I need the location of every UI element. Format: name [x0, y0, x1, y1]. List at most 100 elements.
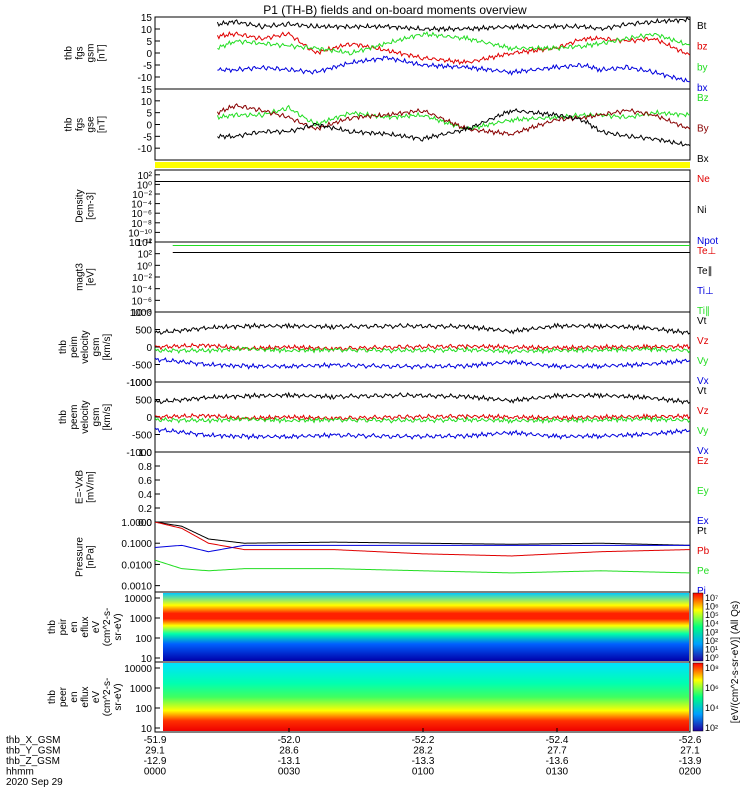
- panel-frame: [154, 169, 691, 243]
- y-tick-label: 15: [141, 13, 153, 24]
- y-tick-label: 10⁻⁸: [131, 308, 152, 319]
- series-line-Bz: [216, 104, 690, 131]
- colorbar-tick-label: 10²: [705, 723, 718, 733]
- panel-7: E=-VxB [mV/m] 1.0 0.8 0.6 0.4 0.2 0.0 Ez Ey Ex: [75, 448, 709, 529]
- x-row-value: 0200: [679, 767, 702, 778]
- y-tick-label: 10⁻²: [132, 273, 152, 284]
- y-tick-label: 0.4: [138, 490, 152, 501]
- y-tick-label: 0: [146, 49, 152, 60]
- y-axis-label: thb: [64, 117, 75, 131]
- panel-frame: [154, 521, 691, 593]
- colorbar: [692, 662, 704, 732]
- spectrogram: [163, 593, 689, 661]
- series-line-Bx: [217, 108, 690, 147]
- x-row-label: hhmm: [6, 767, 34, 778]
- y-axis-label: eflux: [80, 686, 91, 707]
- x-row-value: -51.9: [144, 735, 167, 746]
- legend-Pe: Pe: [697, 566, 710, 577]
- y-tick-label: 0.8: [138, 462, 152, 473]
- x-row-label: thb_Y_GSM: [6, 746, 60, 757]
- legend-Vt: Vt: [697, 316, 707, 327]
- x-row-value: -52.4: [546, 735, 569, 746]
- legend-Vy: Vy: [697, 356, 708, 367]
- series-line-bx: [217, 55, 690, 83]
- y-tick-label: 10⁻⁶: [131, 296, 152, 307]
- y-tick-label: 0.2: [138, 504, 152, 515]
- y-tick-label: 10⁰: [137, 180, 152, 191]
- y-axis-label: [eV]: [86, 268, 97, 286]
- y-tick-label: -1000: [126, 378, 152, 389]
- y-axis-label: eV: [91, 691, 102, 704]
- y-tick-label: 10000: [124, 664, 152, 675]
- legend-Ni: Ni: [697, 205, 706, 216]
- y-tick-label: 5: [146, 37, 152, 48]
- y-tick-label: 10⁰: [137, 261, 152, 272]
- x-row-value: 0000: [144, 767, 167, 778]
- x-row-value: -52.6: [679, 735, 702, 746]
- series-line-Bt: [216, 17, 690, 33]
- legend-Pt: Pt: [697, 526, 707, 537]
- colorbar-tick-label: 10⁷: [705, 593, 718, 603]
- y-tick-label: 1.0: [138, 448, 152, 459]
- y-axis-label: velocity: [80, 400, 91, 433]
- series-line-by: [217, 31, 690, 56]
- x-row-value: 0100: [412, 767, 435, 778]
- series-line-Vt: [155, 391, 690, 405]
- y-tick-label: 10: [141, 25, 153, 36]
- y-axis-label: gsm: [86, 44, 97, 63]
- series-line-Vx: [155, 427, 690, 441]
- panel-5: thb peim velocity gsm [km/s] 1000 500 0 -500 -100…: [58, 308, 709, 389]
- x-row-value: -13.6: [546, 756, 569, 767]
- series-line-Pe: [155, 559, 690, 574]
- legend-Vx: Vx: [697, 446, 709, 457]
- colorbar-tick-label: 10¹: [705, 644, 718, 654]
- series-line-Pt: [155, 522, 690, 546]
- y-tick-label: -10: [138, 73, 153, 84]
- series-line-Vz: [155, 412, 690, 422]
- y-tick-label: 1000: [130, 378, 153, 389]
- series-line-Vt: [155, 322, 690, 336]
- colorbar-tick-label: 10⁸: [705, 663, 719, 673]
- legend-Bt: Bt: [697, 21, 707, 32]
- colorbar-tick-label: 10⁵: [705, 610, 719, 620]
- series-line-Pi: [155, 544, 690, 553]
- legend-Ti⊥: Ti⊥: [697, 286, 714, 297]
- y-axis-label: eV: [91, 621, 102, 634]
- series-line-By: [216, 103, 690, 137]
- x-row-value: -13.9: [679, 756, 702, 767]
- colorbar-tick-label: 10²: [705, 636, 718, 646]
- x-date-label: 2020 Sep 29: [6, 777, 63, 788]
- y-axis-label: thb: [64, 46, 75, 60]
- legend-bx: bx: [697, 83, 708, 94]
- y-axis-label: (cm^2-s-: [102, 678, 113, 717]
- legend-Ne: Ne: [697, 174, 710, 185]
- x-row-value: 28.6: [279, 746, 299, 757]
- colorbar-tick-label: 10⁶: [705, 683, 719, 693]
- panel-10: thb peer en eflux eV (cm^2-s-sr-eV)10000 1000 1…: [47, 661, 719, 735]
- y-axis-label: magt3: [75, 263, 86, 291]
- x-row-value: -52.2: [412, 735, 435, 746]
- panel-frame: [154, 451, 691, 523]
- y-tick-label: 0: [146, 121, 152, 132]
- y-axis-label: gsm: [91, 338, 102, 357]
- figure-title: P1 (TH-B) fields and on-board moments ov…: [263, 3, 527, 17]
- x-row-value: 0130: [546, 767, 569, 778]
- y-tick-label: 0.0: [138, 518, 152, 529]
- spectrogram: [163, 663, 689, 731]
- y-tick-label: 10000: [124, 594, 152, 605]
- colorbar-tick-label: 10⁰: [705, 653, 719, 663]
- y-tick-label: 0.0100: [121, 560, 152, 571]
- y-tick-label: 100: [135, 634, 152, 645]
- y-axis-label: [cm-3]: [86, 192, 97, 220]
- y-axis-label: peem: [69, 404, 80, 429]
- legend-Bx: Bx: [697, 154, 709, 165]
- y-axis-label: thb: [47, 690, 58, 704]
- y-tick-label: 1.0000: [121, 518, 152, 529]
- legend-Vy: Vy: [697, 426, 708, 437]
- legend-Ey: Ey: [697, 486, 709, 497]
- y-tick-label: 0.0010: [121, 582, 152, 593]
- y-axis-label: fgs: [75, 118, 86, 131]
- y-axis-label: E=-VxB: [75, 470, 86, 505]
